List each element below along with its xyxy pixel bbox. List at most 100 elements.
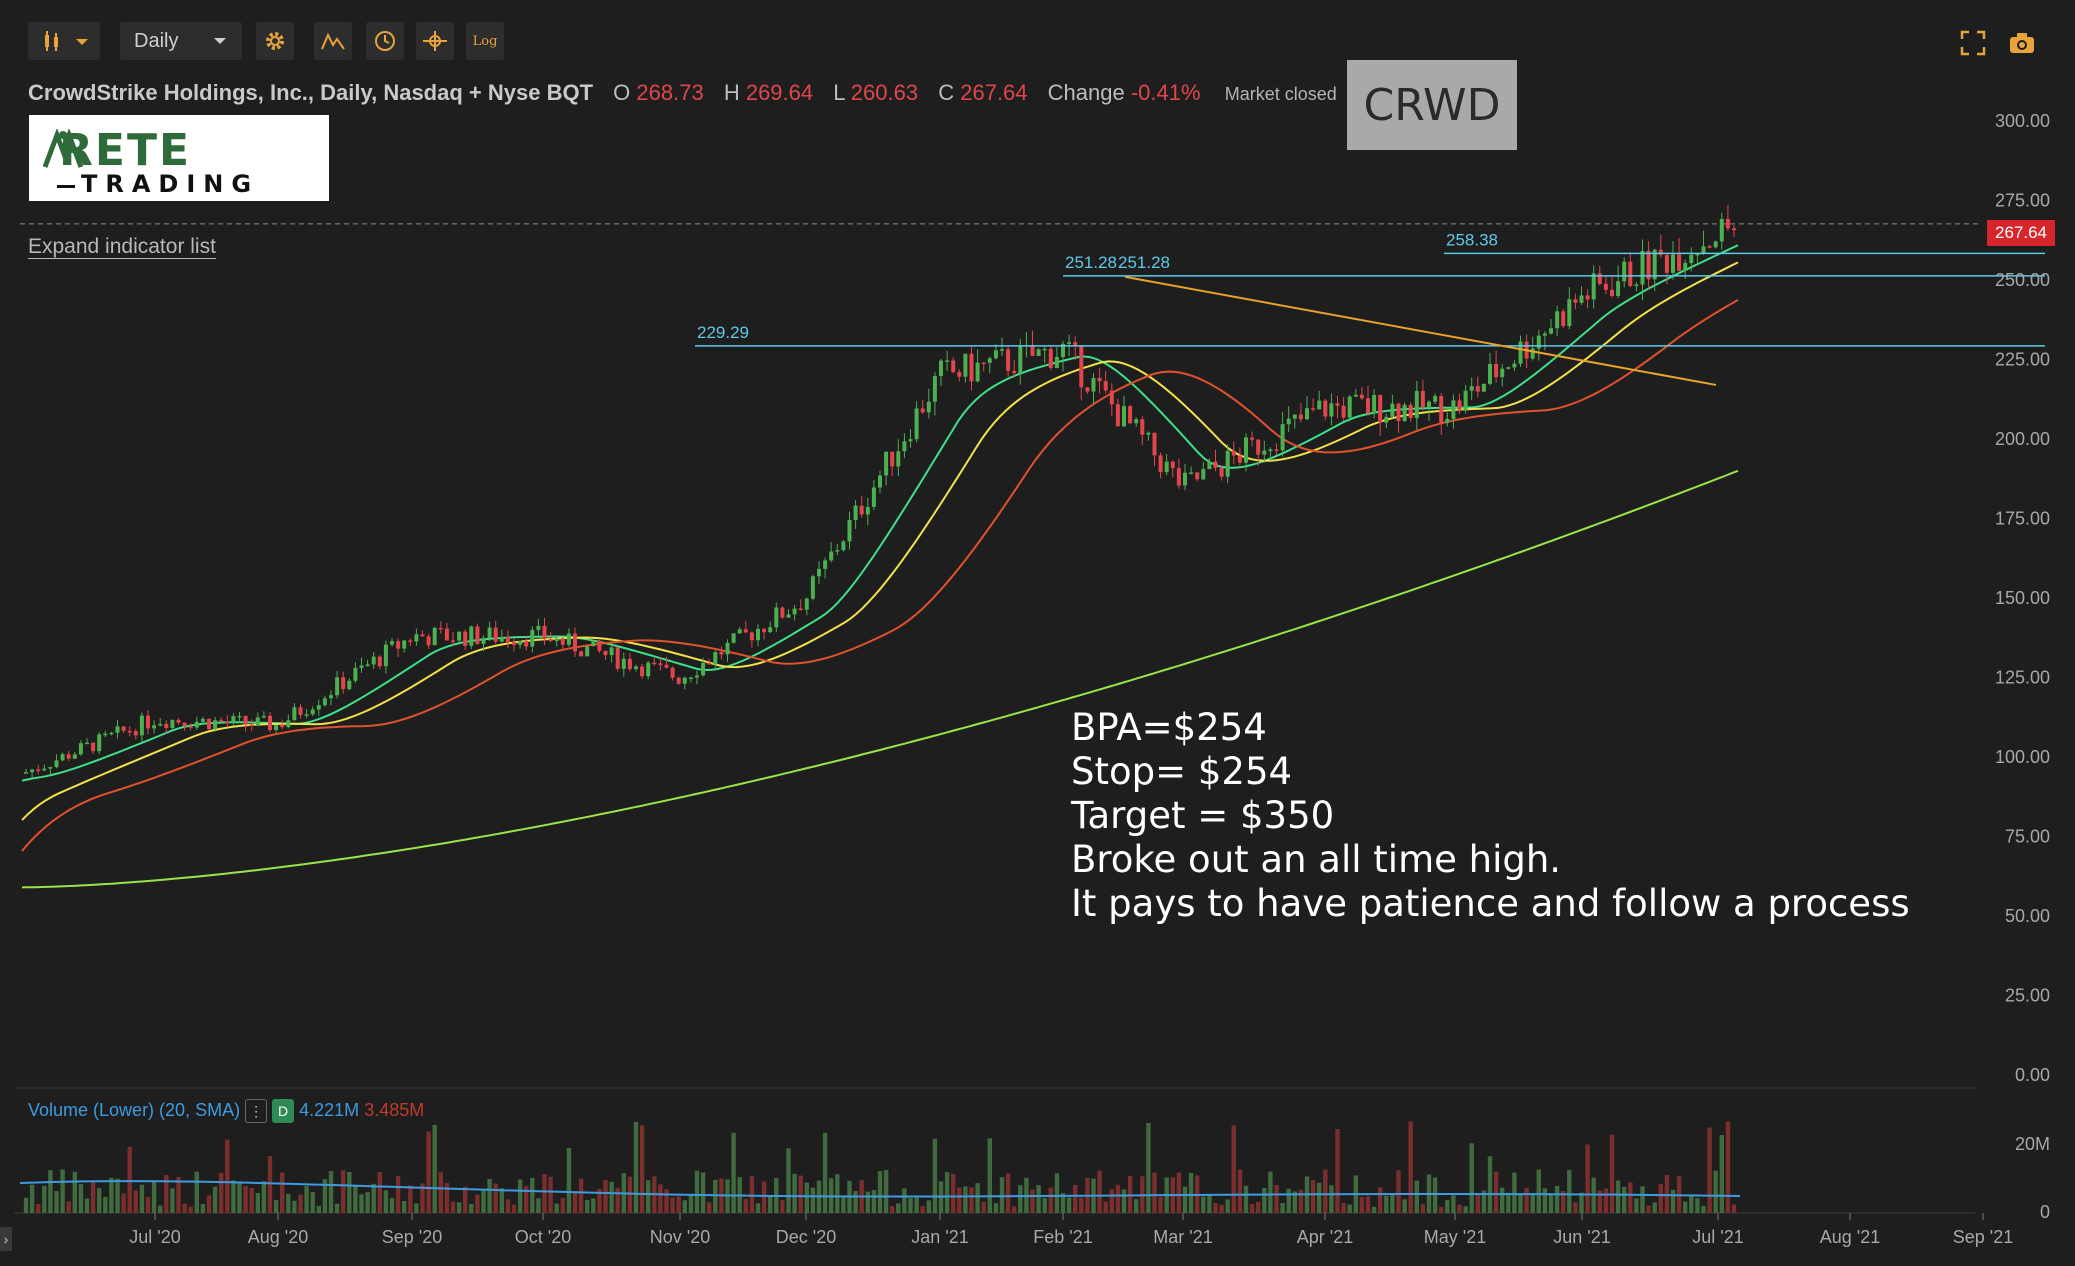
candle-body bbox=[1201, 469, 1206, 480]
volume-bar bbox=[1268, 1171, 1273, 1213]
scroll-left-icon[interactable]: › bbox=[0, 1227, 12, 1251]
drawing-button[interactable] bbox=[416, 22, 454, 60]
more-options-icon[interactable]: ⋮ bbox=[245, 1099, 268, 1123]
clock-icon bbox=[375, 31, 395, 51]
x-tick-label: Oct '20 bbox=[515, 1227, 571, 1247]
candle-body bbox=[444, 628, 449, 641]
volume-bar bbox=[792, 1173, 797, 1213]
candle-body bbox=[390, 641, 394, 645]
candle-body bbox=[1500, 368, 1505, 378]
volume-bar bbox=[1561, 1191, 1566, 1213]
y-tick-label: 175.00 bbox=[1995, 509, 2050, 529]
candle-body bbox=[1408, 404, 1413, 418]
y-tick-label: 300.00 bbox=[1995, 111, 2050, 131]
candles bbox=[24, 204, 1736, 778]
candle-body bbox=[1048, 348, 1053, 368]
volume-bar bbox=[585, 1200, 590, 1213]
snapshot-button[interactable] bbox=[2008, 30, 2036, 61]
settings-button[interactable] bbox=[256, 22, 294, 60]
candle-body bbox=[1170, 461, 1175, 469]
candle-body bbox=[1079, 346, 1084, 388]
candle-body bbox=[1256, 439, 1261, 455]
volume-bar bbox=[1347, 1204, 1352, 1213]
volume-bar bbox=[1329, 1185, 1334, 1213]
volume-bar bbox=[877, 1171, 883, 1213]
candle-body bbox=[1481, 383, 1486, 392]
volume-bar bbox=[1396, 1170, 1401, 1213]
candle-body bbox=[524, 640, 529, 647]
time-button[interactable] bbox=[366, 22, 404, 60]
volume-bar bbox=[1097, 1170, 1102, 1213]
volume-bar bbox=[1475, 1193, 1480, 1213]
interval-select[interactable]: Daily bbox=[120, 22, 242, 60]
fullscreen-button[interactable] bbox=[1960, 30, 1986, 61]
studies-button[interactable] bbox=[314, 22, 352, 60]
volume-bar bbox=[670, 1197, 675, 1213]
x-tick-label: Mar '21 bbox=[1153, 1227, 1212, 1247]
volume-bar bbox=[426, 1131, 431, 1213]
candle-body bbox=[1109, 390, 1114, 405]
candle-body bbox=[1439, 396, 1444, 423]
volume-bar bbox=[212, 1186, 218, 1213]
candle-body bbox=[512, 642, 516, 645]
candle-body bbox=[908, 439, 913, 442]
volume-label[interactable]: Volume (Lower) (20, SMA) bbox=[28, 1099, 241, 1120]
volume-tick-label: 0 bbox=[2040, 1202, 2050, 1222]
volume-bar bbox=[530, 1177, 535, 1213]
volume-bar bbox=[1719, 1135, 1724, 1213]
volume-bar bbox=[890, 1206, 895, 1213]
volume-bar bbox=[255, 1192, 260, 1213]
candle-body bbox=[1317, 400, 1322, 410]
candle-body bbox=[676, 677, 681, 684]
trade-notes: BPA=$254 Stop= $254 Target = $350 Broke … bbox=[1071, 706, 1910, 926]
candle-body bbox=[371, 656, 376, 665]
chart-style-button[interactable] bbox=[28, 22, 100, 60]
volume-bar bbox=[115, 1178, 120, 1213]
candle-body bbox=[1652, 249, 1657, 280]
open-value: 268.73 bbox=[636, 80, 704, 105]
candle-body bbox=[1488, 363, 1492, 384]
candle-body bbox=[499, 637, 504, 642]
volume-bar bbox=[1243, 1185, 1249, 1213]
candle-body bbox=[603, 650, 608, 656]
candle-body bbox=[817, 568, 821, 577]
note-breakout: Broke out an all time high. bbox=[1071, 838, 1562, 881]
candle-body bbox=[402, 640, 407, 649]
volume-bar bbox=[560, 1197, 565, 1213]
candle-body bbox=[1707, 246, 1712, 248]
candle-body bbox=[91, 742, 96, 752]
candle-body bbox=[640, 666, 645, 677]
log-scale-button[interactable]: Log bbox=[466, 22, 504, 60]
expand-indicator-link[interactable]: Expand indicator list bbox=[28, 235, 216, 259]
volume-bar bbox=[402, 1201, 407, 1213]
volume-bar bbox=[1066, 1197, 1072, 1213]
camera-icon bbox=[2010, 33, 2034, 53]
volume-bar bbox=[1573, 1202, 1578, 1213]
candle-body bbox=[1262, 450, 1267, 455]
volume-bar bbox=[902, 1188, 907, 1213]
candle-body bbox=[1036, 349, 1041, 356]
y-tick-label: 250.00 bbox=[1995, 270, 2050, 290]
candle-body bbox=[926, 401, 931, 413]
volume-bar bbox=[1664, 1175, 1670, 1213]
candle-body bbox=[1433, 396, 1438, 402]
candle-body bbox=[268, 715, 272, 731]
volume-bar bbox=[1457, 1204, 1462, 1213]
y-axis: 300.00 275.00 250.00 225.00 200.00 175.00 150.… bbox=[1995, 111, 2050, 1222]
candle-body bbox=[1530, 348, 1535, 359]
volume-bar bbox=[1073, 1184, 1078, 1213]
candle-body bbox=[121, 726, 126, 731]
volume-bar bbox=[1225, 1199, 1230, 1213]
candle-body bbox=[457, 631, 462, 641]
volume-bar bbox=[932, 1138, 938, 1213]
candle-body bbox=[42, 768, 47, 771]
candle-body bbox=[1305, 408, 1309, 420]
candle-body bbox=[1073, 342, 1078, 347]
volume-badge[interactable]: D bbox=[272, 1099, 295, 1123]
volume-bar bbox=[109, 1177, 114, 1213]
market-status: Market closed bbox=[1224, 84, 1337, 104]
candle-body bbox=[1012, 370, 1017, 373]
volume-bar bbox=[1414, 1180, 1419, 1213]
volume-bar bbox=[658, 1184, 663, 1213]
